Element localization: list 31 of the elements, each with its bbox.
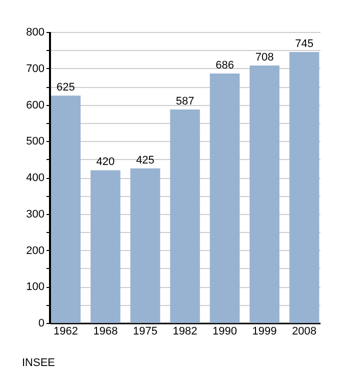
data-label: 420 xyxy=(96,156,115,168)
y-tick-label: 800 xyxy=(26,26,44,38)
y-tick-label: 700 xyxy=(26,62,44,75)
x-tick-label: 1990 xyxy=(212,326,238,338)
data-label: 625 xyxy=(56,82,75,94)
x-tick-label: 1975 xyxy=(132,326,158,338)
data-label: 686 xyxy=(216,59,234,72)
bar xyxy=(250,65,280,323)
x-tick-label: 1982 xyxy=(172,326,198,338)
y-tick-label: 600 xyxy=(26,99,44,112)
y-tick-label: 300 xyxy=(26,208,44,220)
data-label: 587 xyxy=(176,95,194,108)
text: INSEE xyxy=(22,357,56,369)
x-tick-label: 2008 xyxy=(292,326,317,338)
y-tick-label: 0 xyxy=(38,318,44,330)
data-label: 745 xyxy=(295,38,314,50)
bar xyxy=(170,109,200,323)
bar xyxy=(210,73,240,323)
x-tick-label: 1962 xyxy=(53,326,78,338)
y-tick-label: 500 xyxy=(26,136,44,148)
bar xyxy=(130,168,160,323)
bar xyxy=(289,52,320,323)
y-tick-label: 400 xyxy=(26,172,44,184)
bar xyxy=(50,96,81,323)
data-label: 425 xyxy=(136,154,154,166)
x-tick-label: 1968 xyxy=(93,326,118,338)
x-tick-label: 1999 xyxy=(252,326,277,338)
data-label: 708 xyxy=(255,51,274,64)
bar xyxy=(90,170,120,323)
y-tick-label: 200 xyxy=(26,244,44,257)
y-tick-label: 100 xyxy=(26,281,44,294)
